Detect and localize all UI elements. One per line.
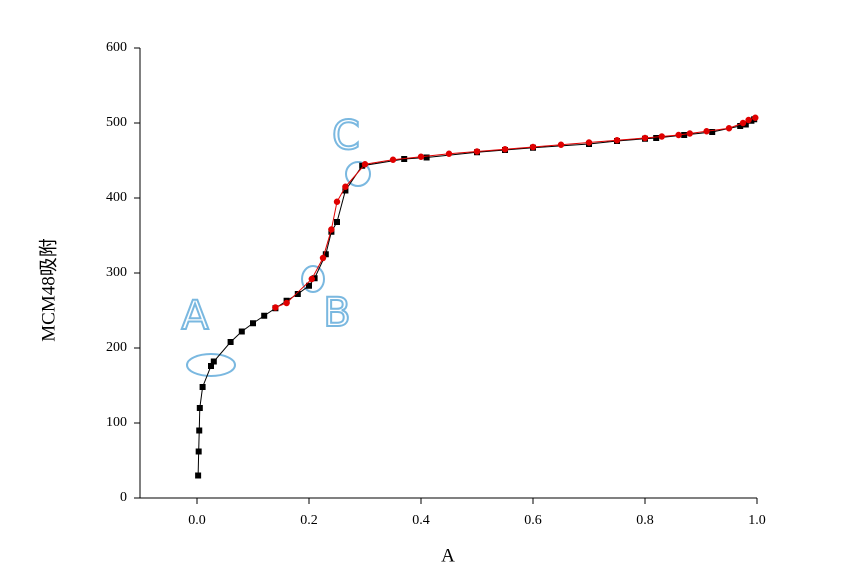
- data-point: [210, 358, 217, 365]
- data-point: [208, 363, 214, 369]
- series-line: [197, 118, 755, 476]
- data-point: [319, 254, 327, 262]
- data-point: [196, 405, 203, 411]
- y-tick-label: 300: [106, 265, 127, 280]
- data-point: [737, 123, 744, 129]
- data-point: [294, 291, 301, 297]
- data-point: [334, 219, 340, 225]
- y-axis-label: MCM48吸附: [37, 238, 59, 341]
- y-tick-label: 500: [106, 115, 127, 130]
- data-point: [613, 137, 621, 144]
- data-point: [261, 312, 268, 319]
- y-tick-label: 600: [106, 40, 127, 55]
- data-point: [283, 299, 290, 307]
- data-point: [445, 150, 453, 157]
- x-tick-label: 0.2: [300, 513, 318, 528]
- data-point: [250, 320, 256, 327]
- data-point: [342, 183, 349, 190]
- data-point: [658, 133, 665, 140]
- data-point: [529, 143, 537, 151]
- y-tick-label: 200: [106, 340, 127, 355]
- annotation-circle: [345, 161, 371, 187]
- data-point: [306, 282, 312, 289]
- y-tick-label: 0: [120, 490, 127, 505]
- data-point: [227, 339, 234, 345]
- y-tick-label: 400: [106, 190, 127, 205]
- data-point: [196, 427, 203, 434]
- x-tick-label: 0.4: [412, 513, 430, 528]
- data-point: [703, 128, 710, 135]
- x-tick-label: 0.0: [188, 513, 206, 528]
- data-point: [641, 134, 649, 142]
- data-point: [585, 139, 593, 146]
- x-axis-label: A: [441, 545, 455, 566]
- x-tick-label: 0.8: [636, 513, 654, 528]
- data-point: [745, 116, 752, 124]
- annotation: A: [181, 293, 209, 339]
- data-point: [322, 251, 329, 258]
- data-point: [681, 132, 688, 138]
- data-point: [308, 275, 315, 283]
- data-point: [342, 187, 349, 194]
- y-tick-label: 100: [106, 415, 127, 430]
- annotation: B: [323, 290, 350, 336]
- data-point: [725, 125, 733, 132]
- data-point: [739, 119, 747, 127]
- data-point: [361, 161, 369, 168]
- data-point: [752, 114, 759, 121]
- data-point: [238, 328, 245, 335]
- data-point: [501, 146, 509, 153]
- x-tick-label: 0.6: [524, 513, 542, 528]
- data-point: [328, 226, 335, 233]
- x-tick-label: 1.0: [748, 513, 766, 528]
- data-point: [423, 154, 430, 161]
- data-point: [195, 448, 202, 455]
- data-point: [417, 153, 425, 160]
- annotation-circle: [301, 265, 325, 293]
- data-point: [389, 156, 397, 163]
- data-point: [709, 129, 716, 135]
- data-point: [272, 304, 279, 311]
- data-point: [653, 135, 660, 141]
- data-point: [333, 198, 341, 205]
- data-point: [473, 148, 481, 155]
- data-point: [199, 384, 206, 390]
- data-point: [557, 141, 565, 148]
- data-point: [686, 130, 693, 137]
- data-point: [195, 472, 202, 479]
- data-point: [675, 131, 682, 139]
- annotation-circle: [186, 353, 236, 377]
- annotation: C: [332, 113, 360, 159]
